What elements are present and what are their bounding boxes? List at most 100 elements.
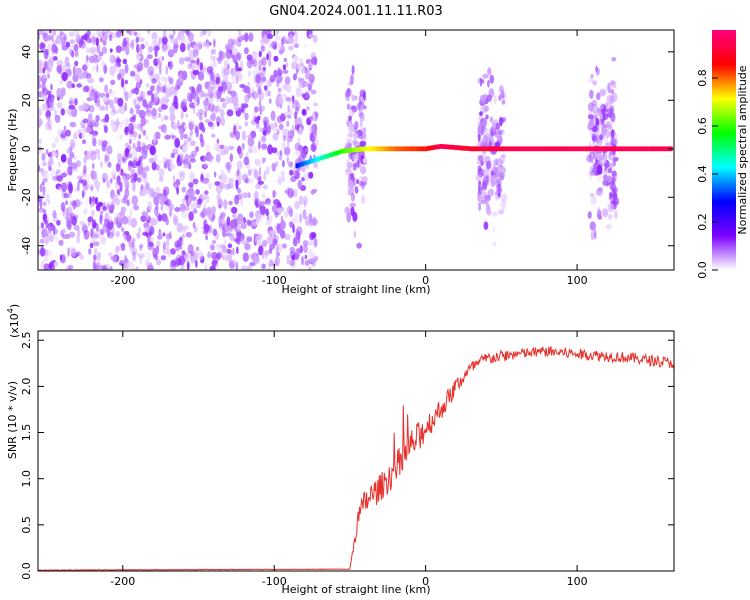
spectrogram-noise-cell: [178, 255, 185, 266]
spectrogram-noise-cell: [356, 179, 359, 185]
snr-ytick-label: 2.0: [20, 378, 33, 396]
spectrogram-carrier-cell: [615, 146, 619, 152]
spectrogram-noise-cell: [75, 33, 80, 40]
spectrogram-noise-cell: [54, 229, 59, 235]
spectrogram-noise-cell: [181, 250, 186, 256]
spectrogram-noise-cell: [210, 71, 214, 81]
spectrogram-noise-cell: [60, 87, 66, 97]
spectrogram-noise-cell: [121, 156, 125, 162]
spectrogram-noise-cell: [187, 32, 194, 43]
spectrogram-noise-cell: [50, 96, 55, 103]
spectrogram-noise-cell: [496, 134, 500, 140]
spectrogram-noise-cell: [609, 180, 615, 191]
spectrogram-noise-cell: [247, 81, 250, 87]
spectrogram-noise-cell: [108, 34, 113, 42]
spectrogram-noise-cell: [270, 262, 277, 267]
spectrogram-noise-cell: [84, 166, 88, 174]
spectrogram-noise-cell: [136, 123, 143, 131]
spectrogram-noise-cell: [163, 127, 167, 134]
spectrogram-noise-cell: [99, 220, 103, 225]
spectrogram-noise-cell: [199, 31, 204, 37]
spectrogram-noise-cell: [293, 73, 297, 81]
spectrogram-noise-cell: [47, 34, 52, 41]
spectrogram-noise-cell: [193, 101, 198, 107]
spectrogram-noise-cell: [115, 212, 119, 220]
spectrogram-carrier-cell: [660, 146, 664, 152]
spectrogram-noise-cell: [40, 246, 45, 257]
spectrogram-noise-cell: [65, 207, 69, 217]
spectrogram-noise-cell: [227, 178, 235, 183]
spectrogram-noise-cell: [209, 78, 216, 85]
spectrogram-noise-cell: [288, 33, 294, 45]
spectrogram-carrier-cell: [542, 146, 546, 152]
spectrogram-noise-cell: [190, 196, 198, 202]
spectrogram-noise-cell: [89, 119, 96, 128]
spectrogram-noise-cell: [68, 183, 73, 194]
spectrogram-noise-cell: [195, 189, 200, 195]
spectrogram-noise-cell: [595, 117, 600, 128]
spectrogram-noise-cell: [233, 37, 238, 47]
spectrogram-noise-cell: [236, 51, 240, 60]
spectrogram-noise-cell: [122, 154, 126, 163]
snr-ylabel: SNR (10 * v/v): [6, 381, 19, 459]
spectrogram-noise-cell: [482, 73, 489, 79]
spectrogram-noise-cell: [132, 114, 137, 120]
spectrogram-noise-cell: [351, 94, 355, 102]
spectrogram-noise-cell: [147, 54, 153, 60]
spectrogram-noise-cell: [52, 175, 58, 181]
spectrogram-noise-cell: [177, 119, 180, 129]
spectrogram-noise-cell: [165, 84, 171, 90]
spectrogram-noise-cell: [358, 175, 364, 183]
spectrogram-frame: [37, 29, 675, 271]
spectrogram-carrier-cell: [430, 145, 434, 151]
spectrogram-noise-cell: [68, 31, 75, 37]
spectrogram-noise-cell: [211, 61, 218, 68]
spectrogram-noise-cell: [148, 262, 153, 269]
spectrogram-noise-cell: [123, 37, 127, 44]
spectrogram-noise-cell: [223, 199, 228, 210]
spectrogram-noise-cell: [87, 154, 91, 160]
spectrogram-noise-cell: [183, 139, 188, 145]
spectrogram-noise-cell: [151, 97, 158, 106]
spectrogram-carrier-cell: [618, 146, 622, 152]
spectrogram-noise-cell: [72, 199, 77, 210]
spectrogram-noise-cell: [139, 245, 142, 251]
spectrogram-noise-cell: [181, 98, 188, 109]
spectrogram-noise-cell: [99, 161, 104, 168]
spectrogram-noise-cell: [91, 65, 97, 72]
spectrogram-noise-cell: [216, 243, 220, 250]
spectrogram-noise-cell: [66, 108, 74, 115]
spectrogram-noise-cell: [48, 165, 52, 171]
spectrogram-noise-cell: [246, 54, 253, 61]
spectrogram-noise-cell: [210, 54, 213, 60]
spectrogram-noise-cell: [53, 261, 59, 267]
spectrogram-noise-cell: [192, 221, 196, 229]
spectrogram-noise-cell: [282, 69, 289, 74]
spectrogram-noise-cell: [104, 218, 111, 228]
spectrogram-noise-cell: [590, 74, 594, 79]
spectrogram-noise-cell: [110, 119, 115, 129]
spectrogram-noise-cell: [262, 240, 268, 247]
spectrogram-noise-cell: [362, 158, 368, 164]
spectrogram-noise-cell: [125, 234, 132, 242]
spectrogram-noise-cell: [49, 65, 53, 71]
spectrogram-carrier-cell: [496, 146, 500, 152]
spectrogram-noise-cell: [109, 265, 114, 270]
spectrogram-noise-cell: [477, 192, 481, 202]
spectrogram-noise-cell: [73, 224, 80, 231]
spectrogram-noise-cell: [307, 83, 312, 92]
spectrogram-noise-cell: [213, 89, 220, 99]
spectrogram-noise-cell: [226, 227, 233, 233]
spectrogram-noise-cell: [310, 134, 316, 143]
spectrogram-noise-cell: [126, 199, 130, 207]
spectrogram-noise-cell: [94, 261, 102, 270]
spectrogram-noise-cell: [479, 77, 483, 87]
spectrogram-noise-cell: [165, 217, 169, 226]
spectrogram-noise-cell: [92, 162, 95, 170]
spectrogram-noise-cell: [164, 204, 171, 211]
spectrogram-noise-cell: [47, 43, 53, 51]
spectrogram-noise-cell: [169, 113, 176, 122]
spectrogram-noise-cell: [259, 107, 263, 116]
spectrogram-noise-cell: [76, 234, 81, 244]
spectrogram-noise-cell: [294, 170, 300, 180]
